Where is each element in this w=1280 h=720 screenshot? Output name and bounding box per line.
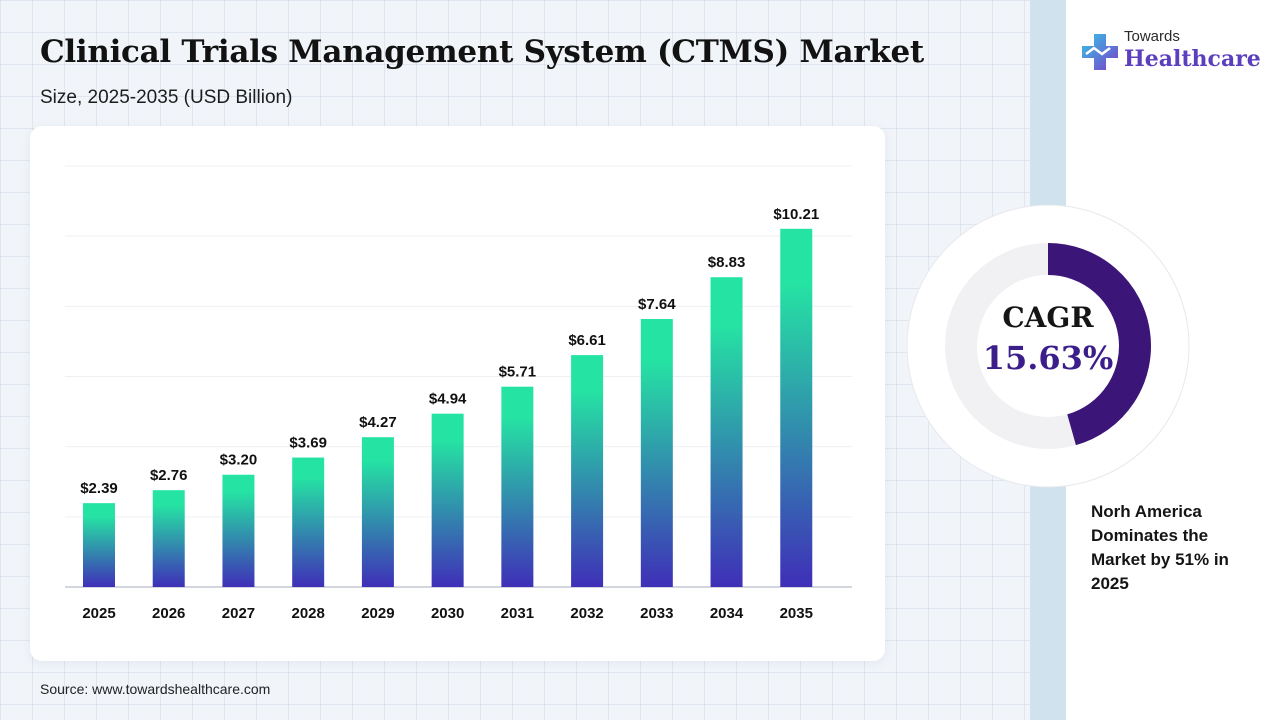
bar-2029 xyxy=(361,437,394,587)
bar-2030 xyxy=(431,413,464,587)
value-label-2029: $4.27 xyxy=(359,414,397,431)
chart-subtitle: Size, 2025-2035 (USD Billion) xyxy=(40,87,293,108)
cagr-donut: CAGR 15.63% xyxy=(905,203,1191,489)
logo-top-text: Towards xyxy=(1124,28,1180,45)
medical-cross-icon xyxy=(1082,34,1118,70)
x-tick-2030: 2030 xyxy=(431,605,464,622)
x-tick-2026: 2026 xyxy=(152,605,185,622)
value-label-2035: $10.21 xyxy=(773,206,819,223)
value-label-2034: $8.83 xyxy=(708,254,746,271)
bar-chart: $2.39 $2.76 $3.20 $3.69 $4.27 $4.94 $5.71 $6.61… xyxy=(65,165,852,622)
bar-2025 xyxy=(83,503,115,587)
x-tick-2025: 2025 xyxy=(82,605,115,622)
x-tick-2032: 2032 xyxy=(570,605,603,622)
logo-main-text: Healthcare xyxy=(1124,46,1261,72)
x-tick-2034: 2034 xyxy=(710,605,744,622)
bar-2027 xyxy=(222,474,255,587)
value-label-2026: $2.76 xyxy=(150,467,188,484)
chart-card: $2.39 $2.76 $3.20 $3.69 $4.27 $4.94 $5.71 $6.61… xyxy=(30,126,885,661)
value-label-2033: $7.64 xyxy=(638,296,676,313)
value-label-2028: $3.69 xyxy=(289,435,327,452)
bar-2031 xyxy=(501,386,534,587)
bar-2032 xyxy=(571,355,604,587)
x-tick-2031: 2031 xyxy=(501,605,534,622)
bar-2034 xyxy=(710,277,743,587)
bar-2028 xyxy=(292,457,325,587)
chart-title: Clinical Trials Management System (CTMS)… xyxy=(40,34,924,70)
donut-chart xyxy=(906,204,1190,488)
cagr-label: CAGR xyxy=(1002,301,1094,334)
bar-2026 xyxy=(152,490,185,587)
x-tick-2033: 2033 xyxy=(640,605,673,622)
bar-2035 xyxy=(780,228,813,587)
value-label-2025: $2.39 xyxy=(80,480,118,497)
source-text: Source: www.towardshealthcare.com xyxy=(40,681,271,697)
region-note: Norh America Dominates the Market by 51%… xyxy=(1091,502,1229,593)
donut-arc xyxy=(1047,243,1151,446)
x-tick-2035: 2035 xyxy=(780,605,813,622)
value-label-2032: $6.61 xyxy=(568,332,606,349)
x-tick-2027: 2027 xyxy=(222,605,255,622)
cagr-value: 15.63% xyxy=(982,339,1114,377)
value-label-2031: $5.71 xyxy=(499,364,537,381)
towards-healthcare-logo: Towards Healthcare xyxy=(1080,26,1270,78)
value-label-2027: $3.20 xyxy=(220,452,258,469)
bar-2033 xyxy=(640,318,673,587)
value-label-2030: $4.94 xyxy=(429,391,467,408)
x-tick-2028: 2028 xyxy=(291,605,324,622)
x-tick-2029: 2029 xyxy=(361,605,394,622)
